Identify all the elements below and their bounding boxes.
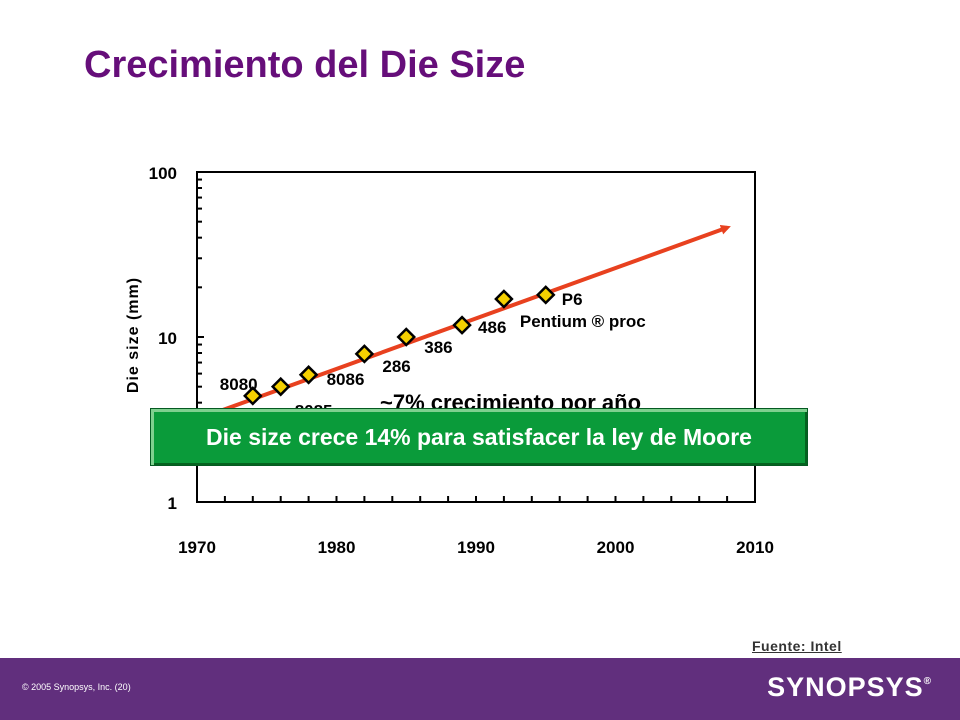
y-tick-label: 10 [158, 329, 177, 348]
x-tick-label: 1980 [318, 538, 356, 557]
data-point-label: 286 [382, 357, 410, 376]
y-axis-tick-labels: 1 10 100 [149, 164, 177, 513]
data-point-marker [452, 315, 472, 335]
copyright-text: © 2005 Synopsys, Inc. (20) [22, 682, 131, 692]
data-point-label: 8080 [220, 375, 258, 394]
data-point-marker [243, 386, 263, 406]
callout-banner: Die size crece 14% para satisfacer la le… [150, 408, 808, 466]
registered-mark: ® [923, 676, 932, 687]
footer-bar: © 2005 Synopsys, Inc. (20) SYNOPSYS® [0, 658, 960, 720]
synopsys-logo: SYNOPSYS® [767, 672, 932, 703]
x-tick-label: 2000 [597, 538, 635, 557]
data-point-label: Pentium ® proc [520, 312, 646, 331]
data-point-label: 486 [478, 318, 506, 337]
y-tick-label: 1 [168, 494, 177, 513]
y-axis-label: Die size (mm) [125, 277, 142, 393]
x-tick-label: 1970 [178, 538, 216, 557]
data-point-marker [396, 327, 417, 347]
trend-line [210, 224, 731, 417]
data-point-marker [494, 289, 514, 309]
source-note: Fuente: Intel [752, 638, 842, 654]
x-tick-label: 1990 [457, 538, 495, 557]
x-tick-label: 2010 [736, 538, 774, 557]
data-point-marker [270, 376, 291, 397]
slide-title: Crecimiento del Die Size [84, 44, 526, 86]
data-points [243, 285, 556, 406]
data-point-marker [354, 344, 375, 364]
data-point-marker [298, 365, 319, 385]
data-point-label: 386 [424, 338, 452, 357]
y-tick-label: 100 [149, 164, 177, 183]
data-point-marker [535, 285, 556, 305]
axis-ticks [197, 171, 729, 503]
x-axis-tick-labels: 1970 1980 1990 2000 2010 [178, 538, 774, 557]
data-point-label: P6 [562, 290, 583, 309]
data-point-label: 8086 [327, 370, 365, 389]
logo-text: SYNOPSYS [767, 672, 924, 702]
